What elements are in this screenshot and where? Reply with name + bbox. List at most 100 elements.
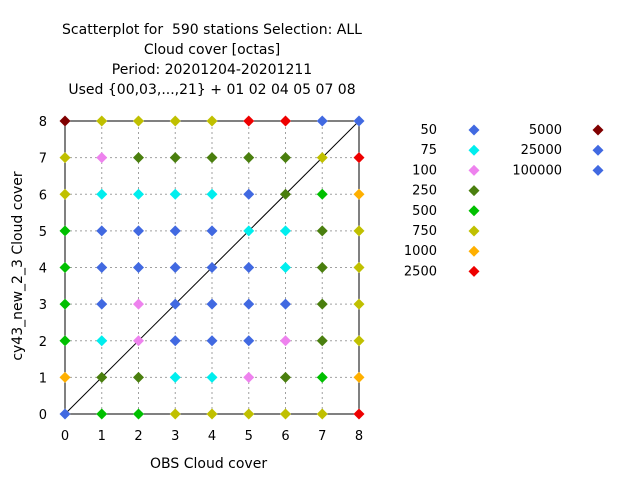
legend-label: 100 [412, 163, 437, 178]
x-tick-label: 0 [61, 429, 69, 444]
data-point [206, 188, 218, 200]
x-tick-label: 5 [245, 429, 253, 444]
legend-marker [468, 164, 480, 176]
data-point [316, 408, 328, 420]
data-point [169, 298, 181, 310]
data-point [243, 188, 255, 200]
data-point [280, 371, 291, 383]
data-point [96, 408, 108, 420]
data-point [243, 408, 255, 420]
y-tick-label: 1 [39, 371, 47, 386]
data-point [243, 115, 255, 127]
legend-label: 750 [412, 224, 437, 239]
legend-label: 2500 [404, 264, 437, 279]
y-axis-label: cy43_new_2_3 Cloud cover [10, 171, 26, 361]
data-point [316, 188, 328, 200]
data-point [96, 262, 108, 273]
data-point [353, 298, 365, 310]
x-tick-label: 1 [98, 429, 106, 444]
data-point [133, 335, 144, 347]
data-point [280, 335, 291, 347]
data-point [96, 188, 108, 200]
data-point [96, 298, 108, 310]
x-axis-label: OBS Cloud cover [150, 456, 268, 472]
data-point [280, 225, 291, 237]
data-point [169, 262, 181, 273]
x-tick-label: 3 [171, 429, 179, 444]
title-line-1: Scatterplot for 590 stations Selection: … [62, 22, 362, 38]
y-tick-label: 7 [39, 152, 47, 167]
legend-label: 25000 [521, 143, 562, 158]
data-point [169, 371, 181, 383]
legend-marker [468, 225, 480, 237]
data-point [133, 225, 144, 237]
data-point [133, 371, 144, 383]
data-point [206, 408, 218, 420]
data-point [353, 225, 365, 237]
data-point [353, 115, 365, 127]
legend-label: 500 [412, 204, 437, 219]
y-tick-label: 2 [39, 335, 47, 350]
data-point [206, 115, 218, 127]
legend-label: 5000 [529, 123, 562, 138]
data-point [133, 152, 144, 164]
title-line-4: Used {00,03,...,21} + 01 02 04 05 07 08 [68, 82, 356, 98]
legend-label: 75 [420, 143, 437, 158]
y-tick-label: 8 [39, 115, 47, 130]
legend-marker [468, 205, 480, 217]
data-point [59, 408, 71, 420]
data-point [133, 115, 144, 127]
data-point [169, 115, 181, 127]
data-point [133, 298, 144, 310]
data-point [206, 371, 218, 383]
data-point [353, 371, 365, 383]
data-point [280, 408, 291, 420]
data-point [96, 115, 108, 127]
data-point [280, 152, 291, 164]
title-line-2: Cloud cover [octas] [143, 42, 281, 58]
data-point [243, 335, 255, 347]
data-point [316, 298, 328, 310]
data-point [96, 225, 108, 237]
y-tick-label: 5 [39, 225, 47, 240]
data-point [59, 262, 71, 273]
data-point [133, 262, 144, 273]
data-point [316, 371, 328, 383]
data-point [96, 335, 108, 347]
legend-marker [468, 185, 480, 197]
x-tick-label: 8 [355, 429, 363, 444]
legend-marker [468, 124, 480, 136]
legend-marker [468, 265, 480, 277]
data-point [169, 152, 181, 164]
data-point [169, 225, 181, 237]
data-point [206, 225, 218, 237]
data-point [169, 335, 181, 347]
data-point [59, 225, 71, 237]
data-point [59, 371, 71, 383]
data-point [59, 152, 71, 164]
data-point [316, 335, 328, 347]
legend-marker [468, 245, 480, 257]
data-point [353, 152, 365, 164]
data-point [59, 188, 71, 200]
data-point [206, 262, 218, 273]
data-point [169, 188, 181, 200]
data-point [243, 152, 255, 164]
data-point [133, 188, 144, 200]
legend-marker [592, 144, 604, 156]
data-point [59, 335, 71, 347]
data-point [353, 335, 365, 347]
legend-marker [592, 164, 604, 176]
data-point [316, 115, 328, 127]
x-tick-label: 6 [281, 429, 289, 444]
data-point [280, 188, 291, 200]
data-point [243, 298, 255, 310]
legend-label: 1000 [404, 244, 437, 259]
y-tick-label: 3 [39, 298, 47, 313]
legend-label: 250 [412, 184, 437, 199]
y-tick-label: 6 [39, 188, 47, 203]
data-point [133, 408, 144, 420]
data-point [206, 335, 218, 347]
data-point [280, 262, 291, 273]
